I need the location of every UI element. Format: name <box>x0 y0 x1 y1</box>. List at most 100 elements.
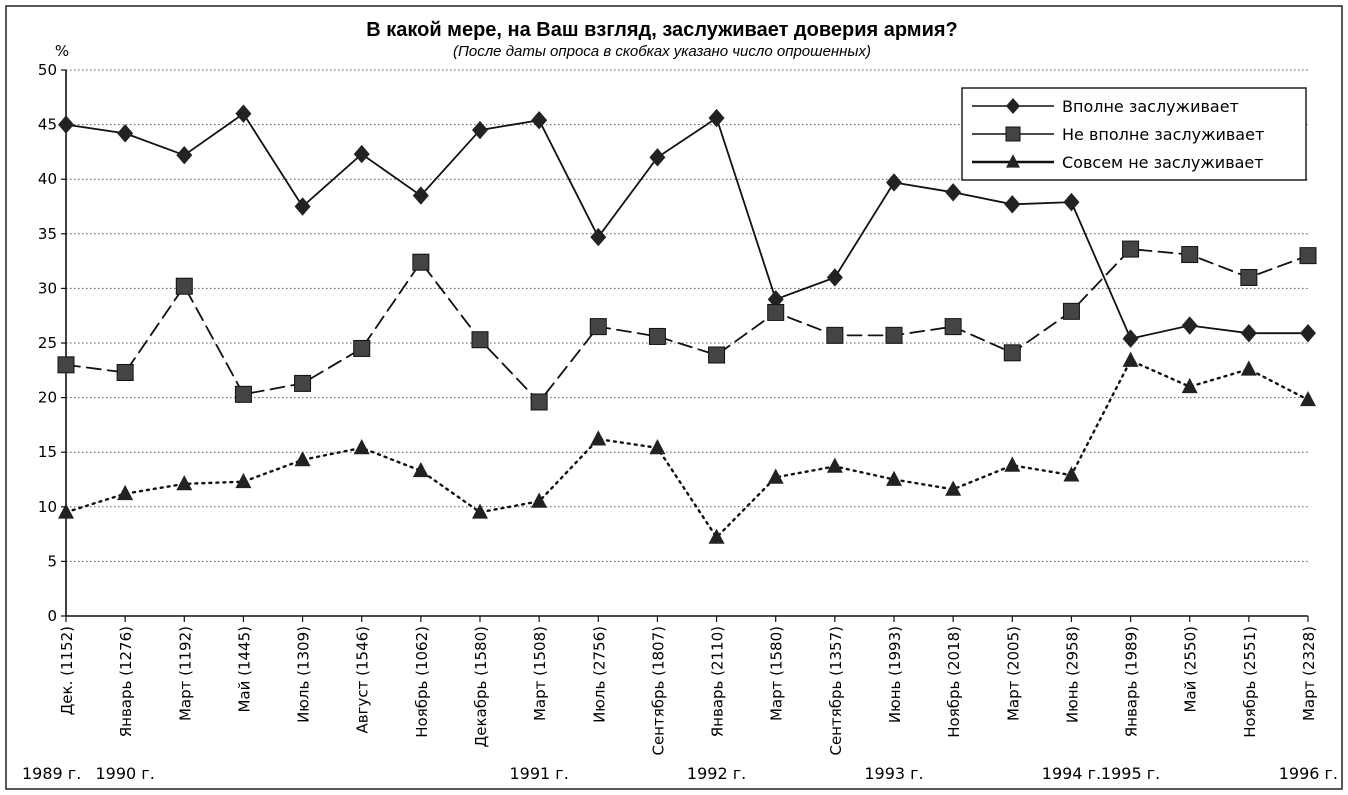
series-diamond <box>58 104 1316 348</box>
series-line <box>65 112 1309 340</box>
data-point-triangle <box>472 503 488 519</box>
x-category-label: Январь (1989) <box>1123 626 1141 737</box>
data-point-triangle <box>294 451 311 467</box>
data-point-diamond <box>1300 323 1316 343</box>
data-point-square <box>57 356 75 374</box>
data-point-square <box>353 339 371 357</box>
data-point-triangle <box>649 439 666 455</box>
x-category-label: Ноябрь (2551) <box>1241 626 1259 738</box>
data-point-square <box>294 374 312 392</box>
data-point-square <box>1003 344 1021 362</box>
y-tick-label: 30 <box>38 279 57 297</box>
series-square <box>57 240 1317 411</box>
data-point-square <box>175 277 193 295</box>
data-point-triangle <box>176 475 193 491</box>
data-point-square <box>530 393 548 411</box>
year-label: 1991 г. <box>509 764 568 783</box>
data-point-triangle <box>1240 360 1257 376</box>
data-point-square <box>648 327 666 345</box>
year-label: 1995 г. <box>1101 764 1160 783</box>
data-point-square <box>234 385 252 403</box>
legend-marker-triangle <box>1006 154 1020 168</box>
data-point-diamond <box>649 148 666 167</box>
x-category-label: Январь (1276) <box>117 626 135 737</box>
x-category-label: Ноябрь (1062) <box>413 626 431 738</box>
data-point-triangle <box>945 480 962 496</box>
x-category-label: Май (2550) <box>1182 626 1200 713</box>
data-point-square <box>885 326 903 344</box>
y-axis-label: % <box>55 42 69 60</box>
x-category-label: Ноябрь (2018) <box>945 626 963 738</box>
x-category-label: Март (1508) <box>531 626 549 721</box>
data-point-triangle <box>767 468 784 484</box>
data-point-square <box>708 346 726 364</box>
data-point-square <box>944 318 962 336</box>
data-point-diamond <box>886 173 902 192</box>
gridlines <box>66 69 1308 562</box>
year-label: 1990 г. <box>95 764 154 783</box>
x-category-label: Март (2005) <box>1004 626 1022 721</box>
x-category-label: Июль (2756) <box>590 626 608 723</box>
x-category-label: Январь (2110) <box>709 626 727 737</box>
data-point-square <box>1122 240 1140 258</box>
data-point-diamond <box>590 227 607 247</box>
data-point-triangle <box>117 484 134 501</box>
x-category-label: Март (1580) <box>768 626 786 721</box>
data-point-diamond <box>235 104 252 123</box>
series-line <box>64 358 1310 540</box>
data-point-square <box>1181 246 1199 264</box>
data-point-triangle <box>412 461 429 478</box>
chart-subtitle: (После даты опроса в скобках указано чис… <box>453 43 871 60</box>
legend-label: Не вполне заслуживает <box>1062 125 1264 144</box>
data-point-diamond <box>1004 195 1021 214</box>
x-category-label: Декабрь (1580) <box>472 626 490 747</box>
legend-label: Совсем не заслуживает <box>1062 153 1264 172</box>
y-tick-label: 40 <box>38 170 57 188</box>
y-tick-label: 15 <box>38 443 57 461</box>
data-point-square <box>412 253 430 271</box>
x-category-label: Сентябрь (1357) <box>827 626 845 756</box>
data-point-triangle <box>590 430 607 446</box>
x-category-label: Август (1546) <box>354 626 372 734</box>
series-layer <box>57 104 1317 544</box>
year-label: 1996 г. <box>1279 764 1338 783</box>
data-point-triangle <box>353 439 370 455</box>
data-point-diamond <box>945 183 962 202</box>
x-category-label: Июнь (2958) <box>1063 626 1081 723</box>
x-category-label: Март (1192) <box>176 626 194 721</box>
data-point-triangle <box>1063 466 1080 482</box>
series-line <box>65 248 1309 404</box>
data-point-triangle <box>58 503 74 519</box>
y-tick-label: 35 <box>38 225 57 243</box>
data-point-triangle <box>1181 377 1198 394</box>
data-point-diamond <box>1240 323 1257 343</box>
data-point-triangle <box>1300 390 1316 407</box>
data-point-diamond <box>472 120 488 140</box>
data-point-square <box>826 326 844 344</box>
data-point-triangle <box>1122 351 1139 367</box>
y-tick-label: 0 <box>47 607 57 625</box>
data-point-diamond <box>353 144 370 164</box>
chart-title: В какой мере, на Ваш взгляд, заслуживает… <box>366 19 958 41</box>
year-label: 1994 г. <box>1042 764 1101 783</box>
data-point-square <box>116 363 134 381</box>
data-point-triangle <box>826 457 843 473</box>
y-tick-label: 20 <box>38 389 57 407</box>
data-point-diamond <box>58 115 74 134</box>
x-category-label: Дек. (1152) <box>58 626 76 715</box>
data-point-diamond <box>176 145 193 165</box>
data-point-diamond <box>826 268 843 287</box>
data-point-diamond <box>531 111 548 130</box>
year-label: 1992 г. <box>687 764 746 783</box>
data-point-triangle <box>531 492 548 508</box>
y-tick-label: 10 <box>38 498 57 516</box>
x-category-label: Июнь (1993) <box>886 626 904 723</box>
x-category-label: Май (1445) <box>235 626 253 713</box>
year-label: 1993 г. <box>864 764 923 783</box>
data-point-triangle <box>1004 456 1021 472</box>
series-triangle <box>58 351 1316 544</box>
data-point-diamond <box>767 290 784 309</box>
x-category-label: Март (2328) <box>1300 626 1318 721</box>
y-tick-label: 5 <box>47 552 57 570</box>
data-point-triangle <box>708 528 725 544</box>
